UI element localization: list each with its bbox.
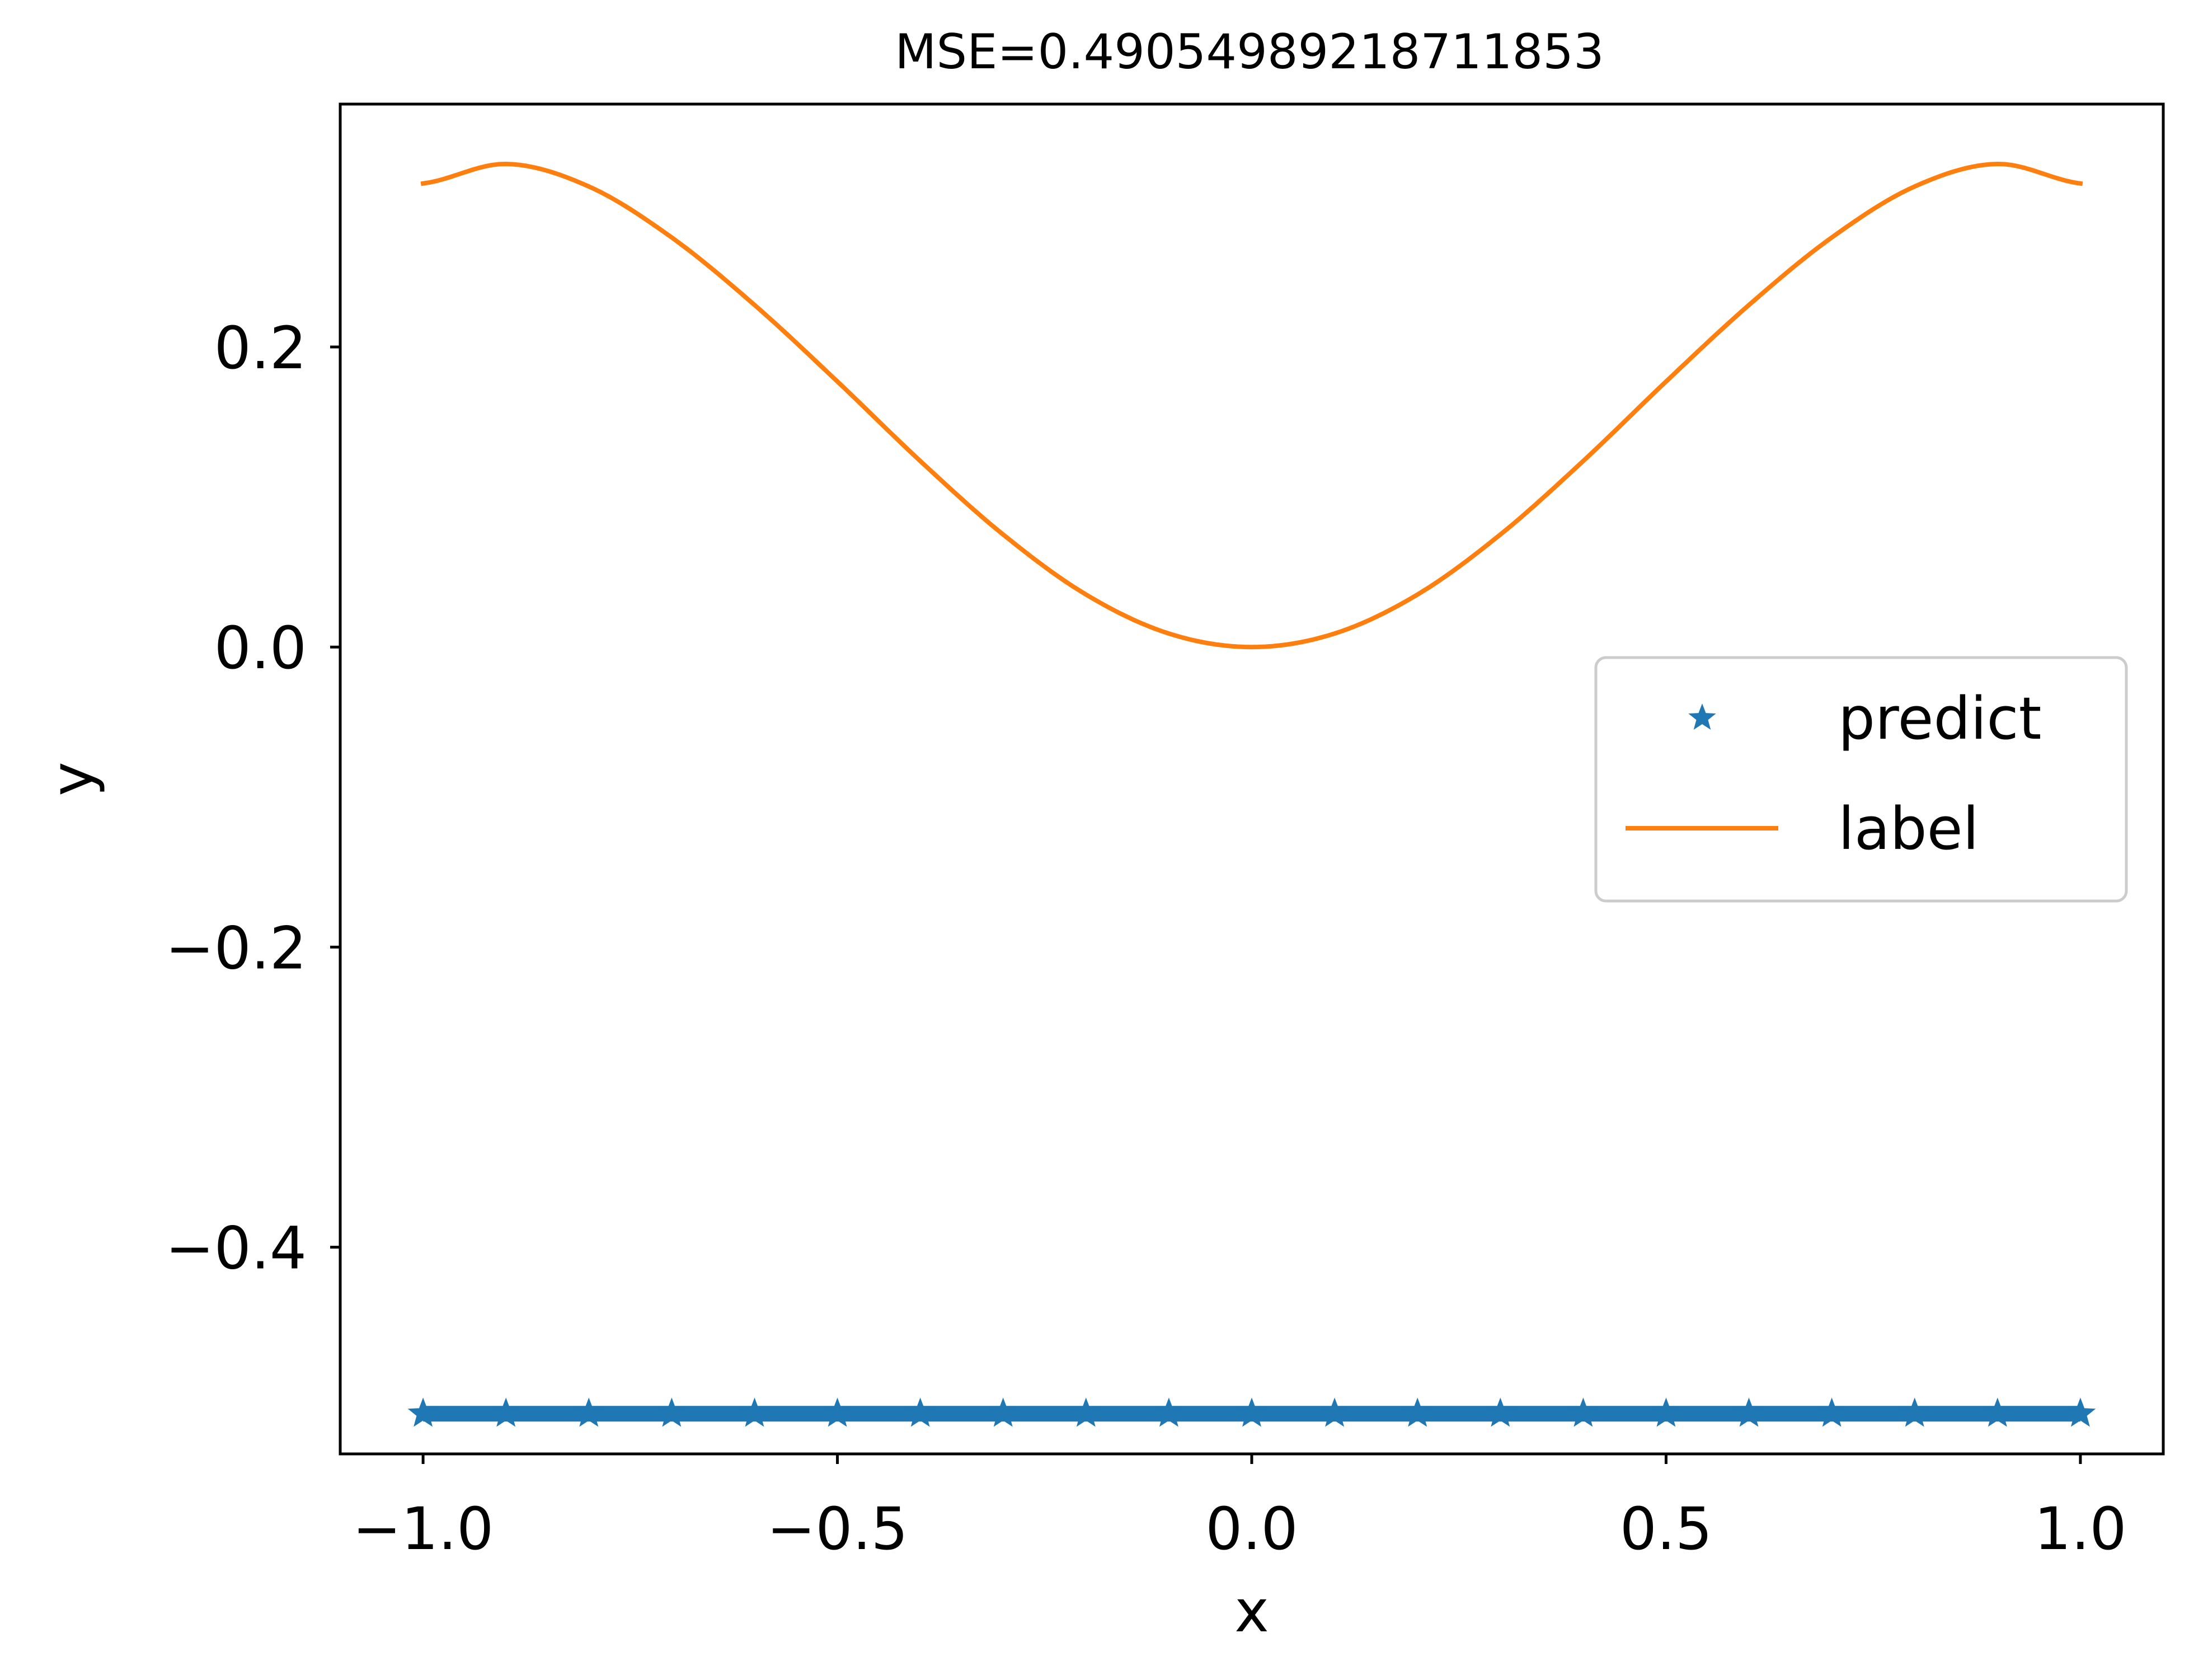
plot-area (407, 162, 2096, 1427)
data-point-predict (490, 1397, 522, 1427)
y-tick-label: 0.0 (214, 614, 307, 682)
data-point-predict (1485, 1397, 1516, 1427)
data-point-predict (1734, 1397, 1764, 1427)
legend: predict label (1594, 656, 2128, 903)
legend-label: predict (1838, 684, 2041, 753)
data-point-predict (573, 1397, 604, 1427)
data-point-predict (407, 1397, 439, 1427)
data-point-predict (822, 1397, 853, 1427)
data-point-predict (1816, 1397, 1848, 1427)
y-tick-label: −0.2 (165, 914, 307, 982)
data-point-predict (656, 1397, 687, 1427)
series-label (420, 162, 2083, 650)
data-point-predict (1402, 1397, 1433, 1427)
data-point-predict (1070, 1397, 1102, 1427)
data-point-predict (739, 1397, 770, 1427)
chart-title: MSE=0.49054989218711853 (895, 24, 1604, 80)
legend-entry-predict: predict (1688, 684, 2041, 753)
legend-entries: predict label (1626, 684, 2041, 863)
y-tick-label: −0.4 (165, 1214, 307, 1283)
data-point-predict (1319, 1397, 1350, 1427)
x-axis-label: x (1234, 1577, 1269, 1645)
legend-entry-label: label (1626, 795, 1979, 863)
data-point-predict (1651, 1397, 1681, 1427)
data-point-predict (1982, 1397, 2013, 1427)
series-predict (407, 1397, 2096, 1427)
data-point-predict (905, 1397, 936, 1427)
legend-box (1594, 656, 2128, 903)
x-tick-label: 1.0 (2034, 1495, 2126, 1563)
x-tick-label: −0.5 (767, 1495, 908, 1563)
data-point-predict (1899, 1397, 1930, 1427)
legend-label: label (1838, 795, 1979, 863)
data-point-predict (988, 1397, 1019, 1427)
x-tick-label: 0.0 (1205, 1495, 1298, 1563)
series-line-label (420, 162, 2083, 650)
data-point-predict (1153, 1397, 1185, 1427)
legend-star-swatch (1688, 703, 1716, 730)
y-axis-ticks: 0.2 0.0 −0.2 −0.4 (165, 314, 340, 1283)
x-axis-ticks: −1.0 −0.5 0.0 0.5 1.0 (353, 1454, 2127, 1563)
y-tick-label: 0.2 (214, 314, 307, 382)
data-point-predict (1236, 1397, 1267, 1427)
data-point-predict (1567, 1397, 1599, 1427)
x-tick-label: −1.0 (353, 1495, 494, 1563)
data-point-predict (2065, 1397, 2096, 1427)
x-tick-label: 0.5 (1620, 1495, 1712, 1563)
y-axis-label: y (38, 762, 106, 796)
